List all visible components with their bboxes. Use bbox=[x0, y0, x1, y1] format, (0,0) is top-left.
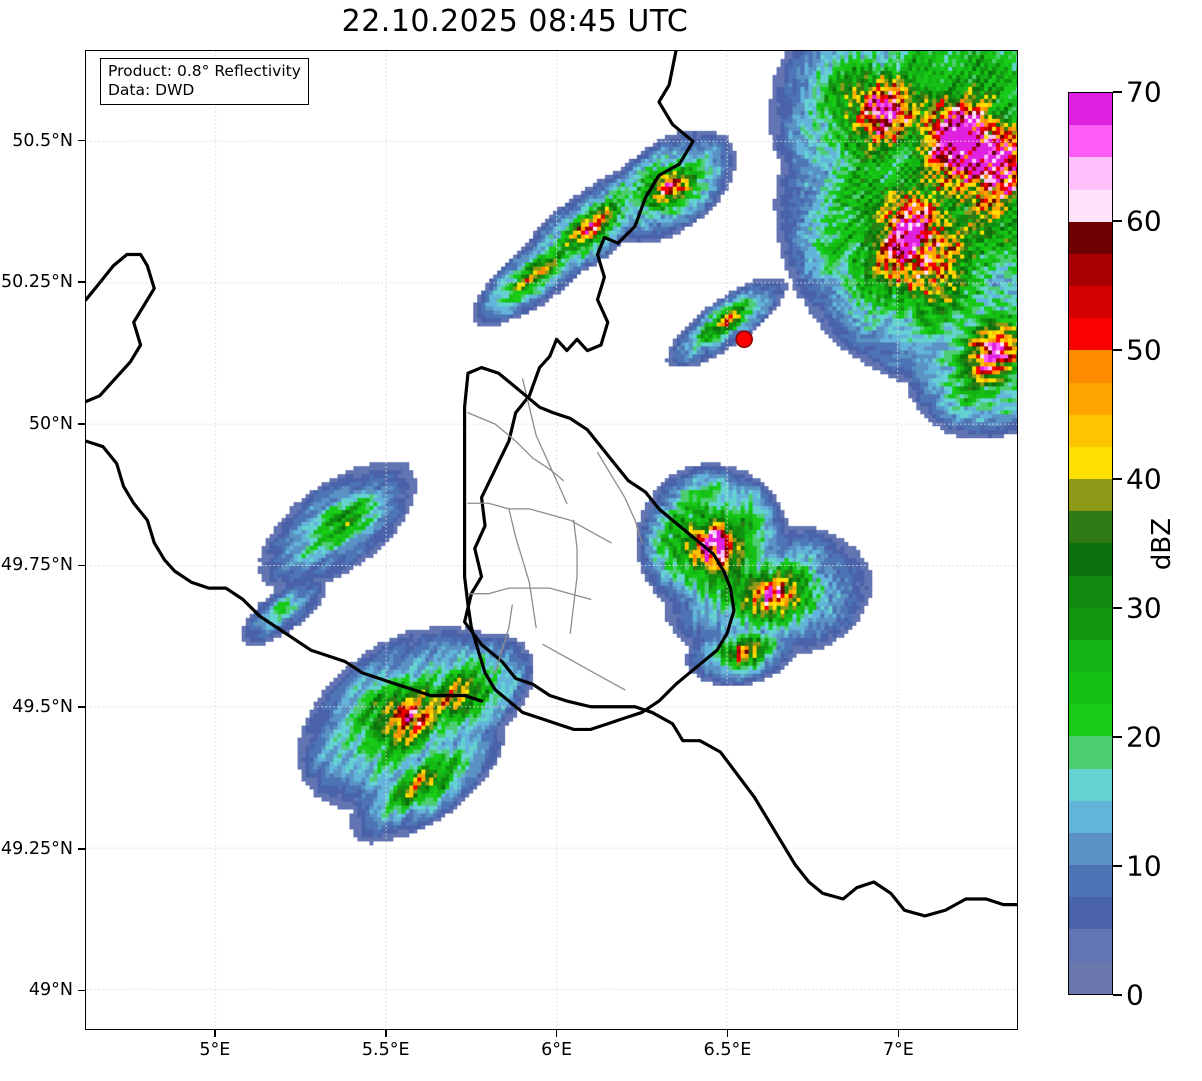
colorbar-band-25 bbox=[1069, 157, 1112, 190]
y-tick-mark-0 bbox=[78, 139, 85, 142]
colorbar-band-14 bbox=[1069, 511, 1112, 544]
colorbar-tick-label-6: 10 bbox=[1126, 849, 1162, 883]
colorbar-title: dBZ bbox=[1147, 517, 1177, 571]
colorbar-band-23 bbox=[1069, 221, 1112, 254]
x-tick-mark-3 bbox=[726, 1030, 729, 1037]
colorbar-tick-label-5: 20 bbox=[1126, 720, 1162, 754]
x-tick-mark-2 bbox=[555, 1030, 558, 1037]
colorbar-band-8 bbox=[1069, 704, 1112, 737]
colorbar-band-20 bbox=[1069, 318, 1112, 351]
colorbar-band-1 bbox=[1069, 929, 1112, 962]
y-tick-label-2: 50°N bbox=[28, 413, 73, 434]
colorbar-band-18 bbox=[1069, 382, 1112, 415]
y-tick-mark-5 bbox=[78, 847, 85, 850]
y-tick-mark-4 bbox=[78, 706, 85, 708]
colorbar-tick-mark-0 bbox=[1113, 91, 1122, 93]
colorbar-band-4 bbox=[1069, 832, 1112, 866]
colorbar-band-16 bbox=[1069, 446, 1112, 480]
colorbar-tick-mark-1 bbox=[1113, 220, 1122, 222]
colorbar-band-21 bbox=[1069, 286, 1112, 319]
x-tick-mark-0 bbox=[214, 1030, 216, 1037]
colorbar-tick-mark-3 bbox=[1113, 478, 1122, 480]
colorbar-tick-mark-6 bbox=[1113, 865, 1122, 867]
y-tick-label-3: 49.75°N bbox=[1, 555, 73, 576]
geography-borders-layer bbox=[86, 51, 1017, 918]
colorbar-tick-label-7: 0 bbox=[1126, 978, 1144, 1012]
annotation-data-line: Data: DWD bbox=[108, 81, 195, 99]
map-clip-area bbox=[86, 51, 1017, 1029]
colorbar-tick-label-0: 70 bbox=[1126, 75, 1162, 109]
x-tick-mark-4 bbox=[897, 1030, 900, 1037]
colorbar-tick-label-4: 30 bbox=[1126, 591, 1162, 625]
x-tick-label-0: 5°E bbox=[199, 1040, 231, 1060]
x-tick-label-2: 6°E bbox=[541, 1040, 573, 1060]
colorbar-band-6 bbox=[1069, 768, 1112, 801]
colorbar-band-26 bbox=[1069, 125, 1112, 158]
colorbar-band-7 bbox=[1069, 736, 1112, 769]
x-tick-label-4: 7°E bbox=[882, 1040, 914, 1060]
colorbar-tick-label-1: 60 bbox=[1126, 204, 1162, 238]
colorbar-band-10 bbox=[1069, 639, 1112, 673]
colorbar-band-2 bbox=[1069, 897, 1112, 930]
colorbar-band-24 bbox=[1069, 189, 1112, 222]
colorbar-band-12 bbox=[1069, 575, 1112, 608]
y-tick-label-1: 50.25°N bbox=[1, 272, 73, 293]
colorbar-band-27 bbox=[1069, 93, 1112, 126]
x-tick-label-1: 5.5°E bbox=[361, 1040, 410, 1060]
colorbar-band-13 bbox=[1069, 543, 1112, 576]
y-tick-label-6: 49°N bbox=[28, 980, 73, 1001]
colorbar-tick-mark-2 bbox=[1113, 349, 1122, 351]
y-tick-mark-6 bbox=[78, 989, 85, 992]
y-tick-label-0: 50.5°N bbox=[12, 130, 73, 151]
colorbar-band-22 bbox=[1069, 253, 1112, 287]
colorbar-band-0 bbox=[1069, 961, 1112, 994]
colorbar-tick-mark-7 bbox=[1113, 994, 1122, 996]
colorbar-band-11 bbox=[1069, 607, 1112, 640]
x-tick-label-3: 6.5°E bbox=[703, 1040, 752, 1060]
y-tick-mark-1 bbox=[78, 281, 85, 284]
colorbar-band-17 bbox=[1069, 414, 1112, 447]
colorbar-tick-mark-4 bbox=[1113, 607, 1122, 609]
colorbar-tick-label-2: 50 bbox=[1126, 333, 1162, 367]
colorbar-tick-label-3: 40 bbox=[1126, 462, 1162, 496]
y-tick-mark-2 bbox=[78, 423, 85, 425]
gridlines-layer bbox=[86, 51, 1017, 1029]
colorbar-band-9 bbox=[1069, 672, 1112, 705]
y-tick-label-4: 49.5°N bbox=[12, 697, 73, 718]
y-tick-mark-3 bbox=[78, 564, 85, 567]
annotation-product-line: Product: 0.8° Reflectivity bbox=[108, 62, 301, 80]
colorbar-band-19 bbox=[1069, 350, 1112, 383]
radar-reflectivity-layer bbox=[86, 51, 1017, 1029]
reflectivity-colorbar[interactable] bbox=[1068, 92, 1113, 995]
product-annotation-box: Product: 0.8° Reflectivity Data: DWD bbox=[100, 58, 309, 105]
colorbar-band-15 bbox=[1069, 479, 1112, 512]
y-tick-label-5: 49.25°N bbox=[1, 838, 73, 859]
radar-map-plot[interactable]: Product: 0.8° Reflectivity Data: DWD bbox=[85, 50, 1018, 1030]
x-tick-mark-1 bbox=[384, 1030, 387, 1037]
page-title: 22.10.2025 08:45 UTC bbox=[341, 4, 689, 39]
colorbar-tick-mark-5 bbox=[1113, 736, 1122, 738]
colorbar-band-5 bbox=[1069, 800, 1112, 833]
colorbar-band-3 bbox=[1069, 865, 1112, 898]
